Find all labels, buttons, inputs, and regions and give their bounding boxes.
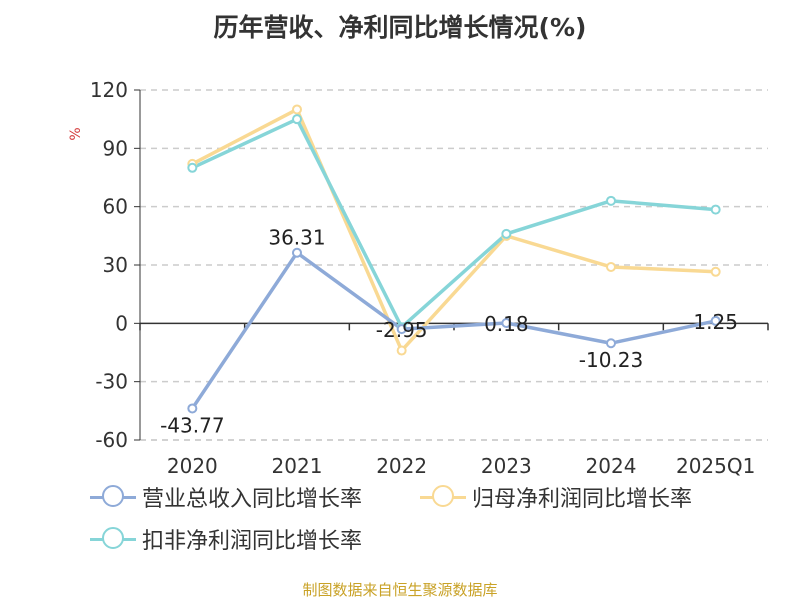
data-label: -2.95 — [376, 318, 428, 342]
data-label: -43.77 — [160, 413, 224, 437]
series-line — [190, 250, 717, 410]
data-point — [187, 162, 198, 173]
data-point — [710, 315, 721, 326]
legend-label: 归母净利润同比增长率 — [472, 487, 693, 512]
y-tick-label: 60 — [103, 195, 128, 219]
data-point — [396, 345, 407, 356]
x-tick-label: 2022 — [376, 454, 427, 478]
legend-item-deducted-net-profit[interactable]: 扣非净利润同比增长率 — [90, 523, 362, 555]
y-tick-label: -30 — [95, 370, 128, 394]
data-label: 1.25 — [693, 310, 738, 334]
y-axis-unit-label: % — [68, 127, 84, 140]
data-label: -10.23 — [579, 348, 643, 372]
x-tick-label: 2020 — [167, 454, 218, 478]
data-point — [501, 228, 512, 239]
data-point — [292, 114, 302, 125]
data-source-note: 制图数据来自恒生聚源数据库 — [302, 581, 498, 599]
data-point — [292, 247, 302, 258]
data-label: 36.31 — [268, 226, 325, 250]
y-tick-label: 30 — [103, 253, 128, 277]
data-label: 0.18 — [484, 312, 529, 336]
data-point — [710, 266, 721, 277]
x-tick-label: 2024 — [586, 454, 637, 478]
legend-item-net-profit[interactable]: 归母净利润同比增长率 — [420, 481, 692, 513]
x-tick-label: 2025Q1 — [676, 454, 755, 478]
data-point — [187, 403, 198, 414]
legend-item-revenue[interactable]: 营业总收入同比增长率 — [90, 481, 362, 513]
series-line — [191, 117, 716, 329]
data-point — [501, 317, 512, 328]
series-line — [191, 107, 716, 353]
x-tick-label: 2021 — [272, 454, 323, 478]
y-tick-label: 90 — [103, 136, 128, 160]
chart-title: 历年营收、净利同比增长情况(%) — [213, 13, 587, 42]
data-point — [606, 338, 616, 349]
x-tick-label: 2023 — [481, 454, 532, 478]
data-point — [606, 261, 616, 272]
legend-label: 扣非净利润同比增长率 — [142, 529, 363, 554]
legend-deducted-marker-icon — [90, 527, 136, 551]
y-tick-label: 0 — [115, 311, 128, 335]
legend-net-profit-marker-icon — [420, 485, 466, 509]
data-point — [710, 204, 721, 215]
data-point — [292, 104, 302, 115]
legend-label: 营业总收入同比增长率 — [142, 487, 363, 512]
y-tick-label: -60 — [95, 428, 128, 452]
legend-revenue-marker-icon — [90, 485, 136, 509]
data-point — [606, 195, 616, 206]
y-tick-label: 120 — [90, 78, 128, 102]
data-point — [396, 324, 407, 335]
